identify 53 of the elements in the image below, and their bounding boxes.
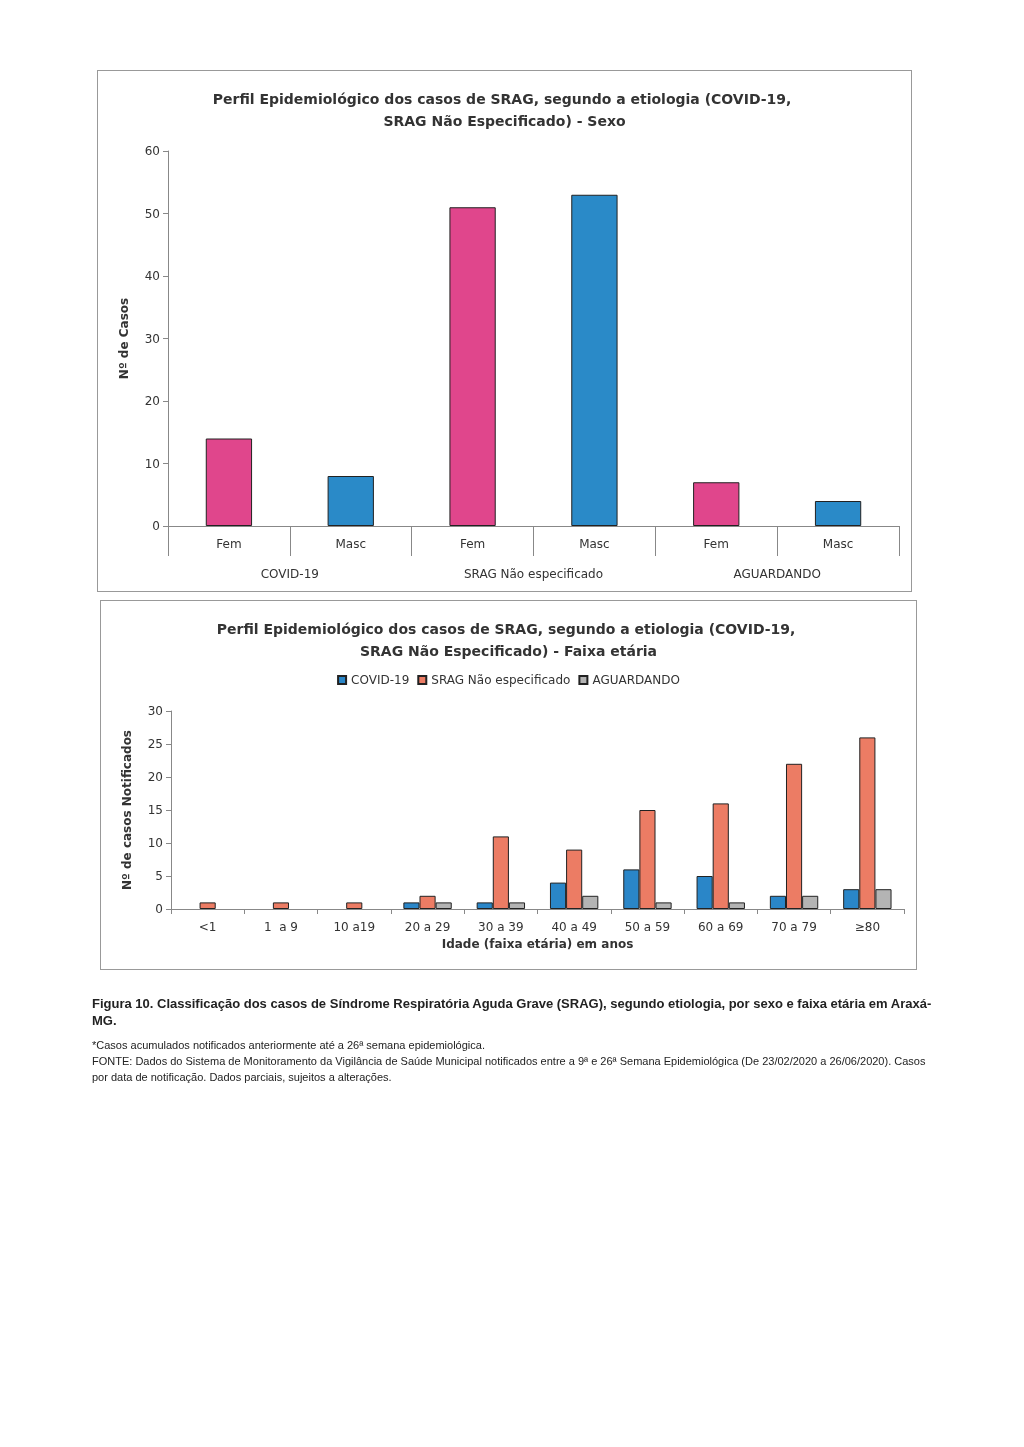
bar bbox=[814, 501, 862, 526]
x-tick-label: Masc bbox=[335, 537, 367, 551]
bar bbox=[272, 902, 290, 909]
bar bbox=[346, 902, 363, 909]
source-note: FONTE: Dados do Sistema de Monitoramento da Vigilância de Saúde Municipal notificados entre a 9ª e 26ª Semana Epidemiológica (De 23/02/2020 a 26/06/2020). Casos por data de notificação. Dados parciais, sujeitos a alterações. bbox=[92, 1054, 927, 1085]
y-axis-title: Nº de Casos bbox=[117, 297, 131, 380]
bar bbox=[571, 194, 618, 526]
x-tick-label: 60 a 69 bbox=[697, 920, 744, 934]
x-tick-label: 50 a 59 bbox=[624, 920, 671, 934]
x-tick-label: 70 a 79 bbox=[771, 920, 817, 934]
y-tick-label: 40 bbox=[144, 269, 160, 283]
x-axis-title: Idade (faixa etária) em anos bbox=[441, 936, 634, 951]
y-tick-label: 0 bbox=[152, 519, 160, 533]
x-tick-label: 40 a 49 bbox=[551, 920, 597, 934]
y-tick-label: 5 bbox=[155, 869, 163, 883]
chart-title: Perfil Epidemiológico dos casos de SRAG, segundo a etiologia (COVID-19, SRAG Não Especificado) - Faixa etária bbox=[216, 621, 801, 659]
x-tick-label: Fem bbox=[216, 537, 242, 551]
x-tick-label: Masc bbox=[579, 537, 610, 551]
text: Figura 10. Classificação dos casos de Síndrome Respiratória Aguda Grave (SRAG), segundo etiologia, por sexo e faixa etária em Araxá-MG. bbox=[92, 995, 933, 1029]
x-tick-label: 10 a19 bbox=[333, 920, 376, 934]
x-tick-label: Fem bbox=[459, 537, 486, 551]
x-tick-label: 20 a 29 bbox=[404, 920, 451, 934]
y-tick-label: 20 bbox=[147, 770, 163, 784]
y-tick-label: 0 bbox=[155, 902, 163, 916]
y-tick-label: 30 bbox=[147, 704, 163, 718]
bar bbox=[199, 902, 216, 909]
bar bbox=[205, 438, 253, 526]
x-tick-label: Masc bbox=[822, 537, 854, 551]
y-tick-label: 30 bbox=[144, 331, 160, 346]
x-tick-label: 30 a 39 bbox=[478, 920, 524, 934]
legend-label: AGUARDANDO bbox=[592, 673, 680, 687]
y-tick-label: 20 bbox=[144, 394, 160, 408]
text: *Casos acumulados notificados anteriormente até a 26ª semana epidemiológica. bbox=[92, 1038, 486, 1053]
legend-label: COVID-19 bbox=[351, 673, 410, 687]
x-tick-label: 1 a 9 bbox=[263, 920, 298, 934]
chart-title: Perfil Epidemiológico dos casos de SRAG, segundo a etiologia (COVID-19, SRAG Não Especificado) - Sexo bbox=[212, 91, 797, 129]
text: COVID-19 bbox=[260, 567, 319, 581]
y-axis-title: Nº de casos Notificados bbox=[120, 729, 134, 891]
x-tick-label: <1 bbox=[198, 920, 217, 934]
text: AGUARDANDO bbox=[733, 567, 821, 581]
y-tick-label: 15 bbox=[147, 803, 163, 817]
y-tick-label: 60 bbox=[144, 144, 160, 158]
bar bbox=[693, 482, 740, 526]
bar bbox=[449, 207, 496, 526]
legend-label: SRAG Não especificado bbox=[431, 673, 571, 687]
x-tick-label: ≥80 bbox=[854, 920, 881, 934]
x-tick-label: Fem bbox=[703, 537, 729, 551]
y-tick-label: 25 bbox=[147, 737, 163, 751]
y-tick-label: 10 bbox=[144, 456, 160, 471]
y-tick-label: 10 bbox=[147, 836, 163, 850]
y-tick-label: 50 bbox=[144, 206, 160, 221]
bar bbox=[327, 476, 374, 526]
text: SRAG Não especificado bbox=[463, 567, 604, 581]
